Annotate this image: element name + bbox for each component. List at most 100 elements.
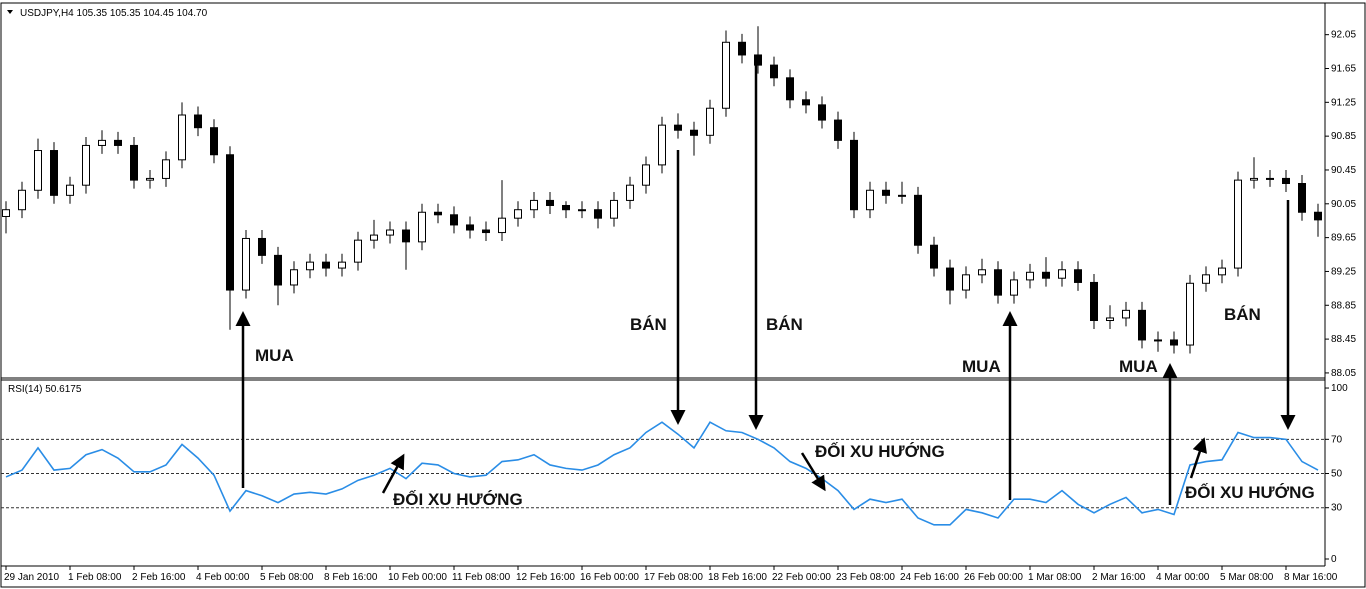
candle-body xyxy=(1154,339,1162,342)
candle-body xyxy=(1058,269,1066,279)
candle-body xyxy=(1218,267,1226,276)
candle-body xyxy=(146,177,154,181)
candle-body xyxy=(2,209,10,217)
candle-body xyxy=(1298,183,1306,213)
candle-body xyxy=(898,194,906,197)
x-tick-label: 2 Feb 16:00 xyxy=(132,572,186,583)
y-tick-label: 100 xyxy=(1331,383,1348,394)
candle-body xyxy=(1138,309,1146,341)
candle-body xyxy=(162,159,170,179)
menu-arrow xyxy=(7,10,13,14)
candle-body xyxy=(578,209,586,212)
x-tick-label: 16 Feb 00:00 xyxy=(580,572,639,583)
y-tick-label: 88.05 xyxy=(1331,368,1356,379)
candle-body xyxy=(290,269,298,286)
candle-body xyxy=(466,224,474,231)
arrows xyxy=(235,65,1296,505)
signal-label: MUA xyxy=(1119,357,1158,376)
y-tick-label: 89.65 xyxy=(1331,233,1356,244)
y-tick-label: 70 xyxy=(1331,434,1343,445)
candle-body xyxy=(946,267,954,291)
candle-body xyxy=(66,184,74,196)
candle-body xyxy=(50,150,58,196)
divergence-label: ĐỐI XU HƯỚNG xyxy=(393,489,523,509)
candle-body xyxy=(1314,211,1322,221)
x-tick-label: 17 Feb 08:00 xyxy=(644,572,703,583)
candle-body xyxy=(130,144,138,181)
candle-body xyxy=(306,261,314,271)
divergence-label: ĐỐI XU HƯỚNG xyxy=(815,441,945,461)
x-tick-label: 1 Feb 08:00 xyxy=(68,572,122,583)
candle-body xyxy=(226,154,234,291)
x-tick-label: 26 Feb 00:00 xyxy=(964,572,1023,583)
candle-body xyxy=(194,114,202,129)
x-tick-label: 4 Mar 00:00 xyxy=(1156,572,1210,583)
y-tick-label: 92.05 xyxy=(1331,30,1356,41)
x-tick-label: 29 Jan 2010 xyxy=(4,572,59,583)
arrow xyxy=(381,453,405,494)
signal-label: BÁN xyxy=(630,315,667,334)
x-tick-label: 12 Feb 16:00 xyxy=(516,572,575,583)
candle-body xyxy=(18,189,26,211)
candle-body xyxy=(626,184,634,201)
y-tick-label: 91.65 xyxy=(1331,63,1356,74)
chart-title: USDJPY,H4 105.35 105.35 104.45 104.70 xyxy=(20,8,208,19)
candle-body xyxy=(850,139,858,211)
candle-body xyxy=(1186,282,1194,346)
candle-body xyxy=(786,77,794,101)
divergence-label: ĐỐI XU HƯỚNG xyxy=(1185,482,1315,502)
candle-body xyxy=(882,189,890,196)
candle-body xyxy=(866,189,874,211)
candle-body xyxy=(594,209,602,219)
x-tick-label: 22 Feb 00:00 xyxy=(772,572,831,583)
y-tick-label: 30 xyxy=(1331,503,1343,514)
candle-body xyxy=(546,199,554,206)
candle-body xyxy=(114,139,122,146)
candle-body xyxy=(242,237,250,291)
candle-body xyxy=(1090,281,1098,321)
candle-body xyxy=(178,114,186,161)
candle-body xyxy=(98,139,106,146)
candle-body xyxy=(978,269,986,276)
candle-body xyxy=(1170,339,1178,346)
x-tick-label: 8 Mar 16:00 xyxy=(1284,572,1338,583)
x-tick-label: 18 Feb 16:00 xyxy=(708,572,767,583)
candle-body xyxy=(562,204,570,211)
signal-label: BÁN xyxy=(1224,305,1261,324)
candle-body xyxy=(482,229,490,234)
signal-label: MUA xyxy=(255,346,294,365)
candle-body xyxy=(818,104,826,121)
candle-body xyxy=(1074,269,1082,283)
candle-body xyxy=(658,124,666,166)
signal-label: BÁN xyxy=(766,315,803,334)
candle-body xyxy=(914,194,922,246)
candle-body xyxy=(610,199,618,219)
y-tick-label: 50 xyxy=(1331,469,1343,480)
indicator-title: RSI(14) 50.6175 xyxy=(8,384,82,395)
candle-body xyxy=(834,119,842,141)
candle-body xyxy=(754,54,762,66)
x-tick-label: 2 Mar 16:00 xyxy=(1092,572,1146,583)
x-tick-label: 8 Feb 16:00 xyxy=(324,572,378,583)
candle-body xyxy=(930,244,938,269)
candle-body xyxy=(418,211,426,243)
x-tick-label: 1 Mar 08:00 xyxy=(1028,572,1082,583)
candle-body xyxy=(722,41,730,109)
candle-body xyxy=(322,261,330,269)
candle-body xyxy=(1026,271,1034,281)
y-tick-label: 88.45 xyxy=(1331,334,1356,345)
candle-body xyxy=(82,144,90,186)
candle-body xyxy=(370,234,378,241)
y-tick-label: 90.45 xyxy=(1331,165,1356,176)
candle-body xyxy=(258,237,266,256)
candle-body xyxy=(738,41,746,56)
x-tick-label: 5 Feb 08:00 xyxy=(260,572,314,583)
candle-body xyxy=(994,269,1002,296)
y-tick-label: 0 xyxy=(1331,554,1337,565)
candle-body xyxy=(338,261,346,269)
arrow xyxy=(800,452,826,492)
candle-body xyxy=(642,164,650,186)
y-tick-label: 89.25 xyxy=(1331,266,1356,277)
